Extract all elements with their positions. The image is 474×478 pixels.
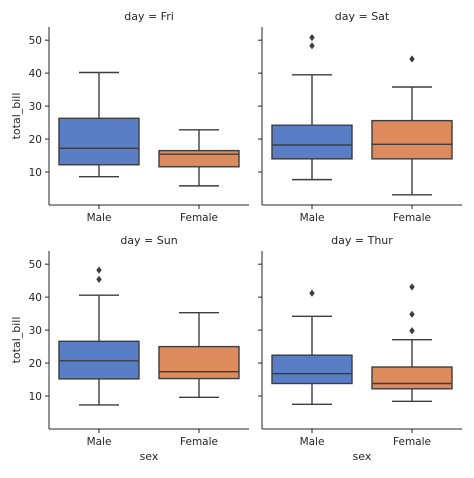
y-tick-label: 30	[29, 325, 42, 337]
panel-title: day = Thur	[331, 234, 393, 247]
outlier-point	[309, 33, 315, 42]
box-female	[158, 311, 240, 399]
panel: day = Fri 10 20 30 40 50 Male Female total_bill	[10, 10, 249, 224]
iqr-box	[158, 149, 240, 168]
iqr-box	[371, 119, 453, 160]
panel: day = Sat Male Female	[258, 10, 462, 224]
box-male	[58, 266, 140, 406]
x-tick-label: Female	[393, 212, 431, 224]
y-axis-label: total_bill	[10, 93, 23, 140]
panel: day = Sun 10 20 30 40 50 Male Female total_bills…	[10, 234, 249, 463]
y-tick-label: 50	[29, 35, 42, 47]
outlier-point	[409, 283, 415, 291]
box-female	[371, 283, 453, 403]
panel-title: day = Sun	[120, 234, 177, 247]
outlier-point	[96, 275, 102, 283]
y-tick-label: 20	[29, 134, 42, 146]
x-tick-label: Female	[180, 436, 218, 448]
outlier-point	[96, 266, 102, 274]
panel: day = Thur Male Female sex	[258, 234, 462, 463]
x-tick-label: Female	[393, 436, 431, 448]
outlier-point	[409, 327, 415, 335]
box-female	[158, 129, 240, 187]
y-tick-label: 50	[29, 259, 42, 271]
outlier-point	[409, 55, 415, 63]
iqr-box	[271, 124, 353, 160]
panel-title: day = Sat	[335, 10, 390, 23]
iqr-box	[158, 345, 240, 380]
x-tick-label: Male	[87, 436, 112, 448]
outlier-point	[409, 310, 415, 318]
x-axis-label: sex	[353, 450, 372, 463]
box-male	[271, 33, 353, 181]
x-tick-label: Male	[300, 436, 325, 448]
y-tick-label: 10	[29, 391, 42, 403]
iqr-box	[371, 366, 453, 390]
box-female	[371, 55, 453, 196]
panel-title: day = Fri	[124, 10, 174, 23]
y-axis-label: total_bill	[10, 317, 23, 364]
box-male	[58, 71, 140, 178]
box-male	[271, 289, 353, 405]
x-tick-label: Female	[180, 212, 218, 224]
outlier-point	[309, 289, 315, 297]
y-tick-label: 20	[29, 358, 42, 370]
iqr-box	[271, 354, 353, 385]
x-tick-label: Male	[87, 212, 112, 224]
iqr-box	[58, 117, 140, 166]
y-tick-label: 40	[29, 292, 42, 304]
y-tick-label: 40	[29, 68, 42, 80]
y-tick-label: 30	[29, 101, 42, 113]
x-axis-label: sex	[140, 450, 159, 463]
y-tick-label: 10	[29, 167, 42, 179]
x-tick-label: Male	[300, 212, 325, 224]
outlier-point	[309, 42, 315, 50]
